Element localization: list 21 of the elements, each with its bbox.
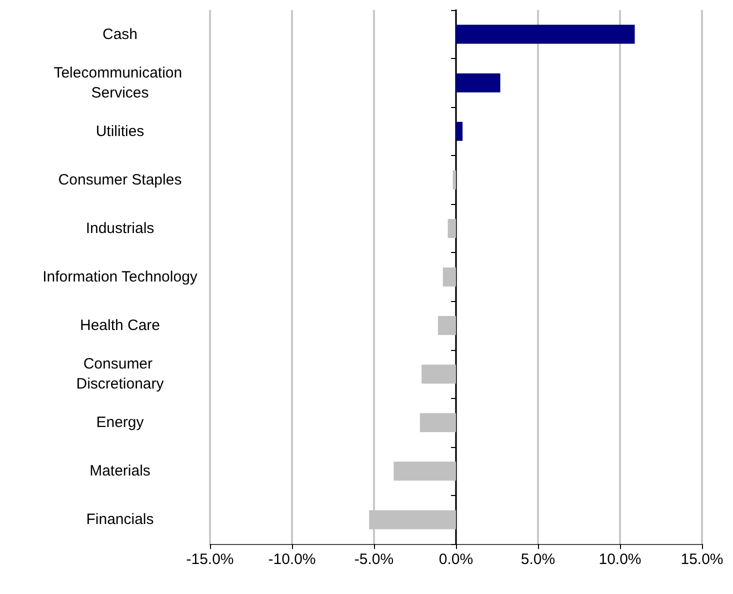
x-tick-label: 15.0% xyxy=(680,551,724,568)
x-tick-label: -10.0% xyxy=(268,551,316,568)
x-tick-label: 5.0% xyxy=(520,551,556,568)
y-tick-label: Cash xyxy=(102,26,138,43)
y-tick-label: Telecommunication Services xyxy=(54,64,186,102)
bar xyxy=(456,73,500,92)
x-tick-label: -15.0% xyxy=(186,551,234,568)
y-tick-label: Consumer Discretionary xyxy=(76,356,164,393)
y-tick-label: Energy xyxy=(96,414,144,432)
y-tick-label: Utilities xyxy=(96,122,144,140)
bar xyxy=(456,24,635,44)
y-tick-label: Materials xyxy=(90,462,150,480)
y-tick-label: Health Care xyxy=(80,317,160,334)
y-tick-label: Information Technology xyxy=(42,268,198,286)
y-tick-label: Financials xyxy=(86,511,154,528)
bar xyxy=(456,122,463,141)
x-tick-label: 0.0% xyxy=(438,551,474,568)
x-tick-label: -5.0% xyxy=(354,551,394,568)
x-tick-label: 10.0% xyxy=(598,551,642,568)
y-tick-label: Industrials xyxy=(86,220,154,237)
y-tick-label: Consumer Staples xyxy=(58,171,182,188)
